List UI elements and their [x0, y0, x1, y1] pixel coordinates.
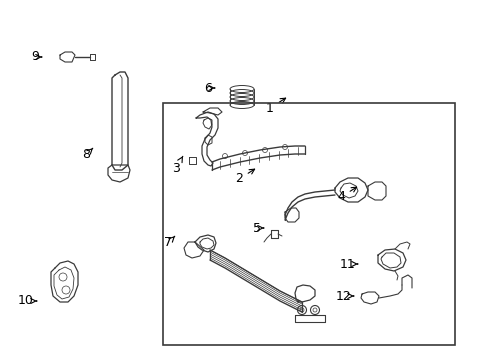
Text: 11: 11: [339, 257, 357, 270]
Text: 1: 1: [265, 98, 285, 114]
Text: 8: 8: [82, 148, 93, 162]
Text: 9: 9: [31, 50, 41, 63]
Text: 7: 7: [163, 236, 174, 249]
Text: 3: 3: [172, 156, 183, 175]
Text: 4: 4: [336, 187, 356, 203]
Text: 5: 5: [252, 221, 263, 234]
Text: 6: 6: [203, 81, 214, 94]
Bar: [163, 103, 454, 345]
Text: 12: 12: [335, 289, 353, 302]
Text: 10: 10: [18, 294, 37, 307]
Text: 2: 2: [235, 169, 254, 185]
